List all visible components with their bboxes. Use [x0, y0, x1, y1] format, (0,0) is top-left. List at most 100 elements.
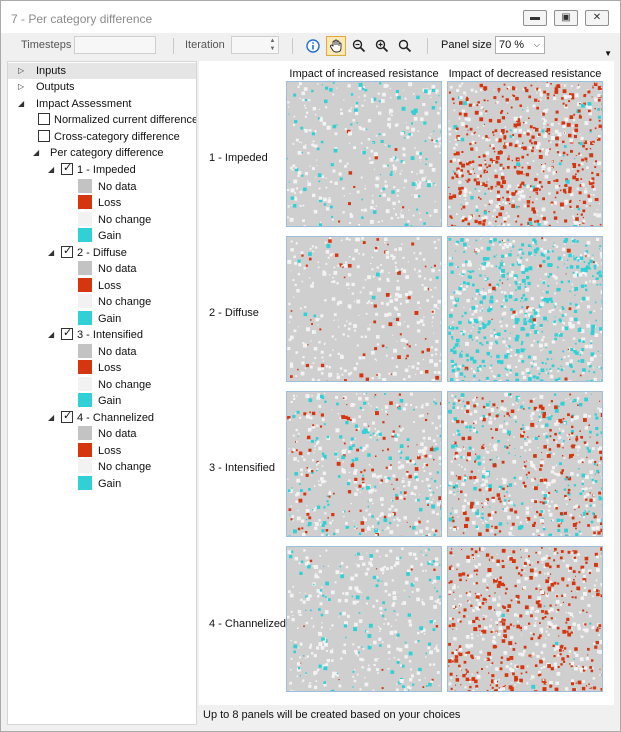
legend-swatch [78, 277, 92, 292]
category-checkbox[interactable]: ✓ [61, 162, 73, 175]
legend-label: No change [98, 461, 152, 473]
legend-item: No data [78, 426, 137, 442]
expand-icon[interactable]: ▷ [18, 66, 25, 75]
tree-label: 3 - Intensified [77, 329, 144, 341]
expand-icon[interactable]: ▷ [18, 82, 25, 91]
tree-label: Normalized current difference [54, 114, 197, 126]
legend-label: No data [98, 180, 137, 193]
legend-item: No change [78, 211, 151, 228]
category-checkbox[interactable]: ✓ [61, 244, 73, 258]
map-panel[interactable] [447, 81, 603, 227]
legend-label: No data [98, 263, 137, 275]
pan-button[interactable] [326, 36, 346, 56]
tree-label: Inputs [36, 65, 66, 77]
legend-swatch [78, 360, 92, 374]
timesteps-input[interactable] [74, 36, 156, 54]
tree-item-category[interactable]: ◢ ✓ 1 - Impeded [8, 162, 196, 178]
legend-item: No change [78, 376, 152, 393]
zoom-out-button[interactable] [349, 36, 369, 56]
legend-label: Gain [98, 312, 122, 325]
chevron-down-icon: ⌵ [533, 40, 540, 49]
panel-size-label: Panel size [441, 39, 492, 51]
legend-swatch [78, 343, 92, 358]
category-checkbox[interactable]: ✓ [61, 409, 73, 423]
pan-icon [330, 39, 342, 53]
tree-item-normalized[interactable]: Normalized current difference [38, 112, 197, 128]
tree-item-category[interactable]: ◢ ✓ 3 - Intensified [8, 327, 196, 343]
map-raster [287, 392, 441, 536]
panel-size-select[interactable]: 70 % ⌵ [495, 36, 545, 54]
check-icon: ✓ [63, 244, 73, 257]
check-icon: ✓ [63, 409, 73, 422]
toolbar-overflow-icon[interactable]: ▼ [604, 49, 612, 58]
panel-size-value: 70 % [499, 39, 525, 51]
tree-item-cross-category[interactable]: Cross-category difference [38, 129, 180, 145]
spin-down-icon[interactable]: ▼ [269, 46, 276, 52]
map-panel[interactable] [286, 81, 442, 227]
zoom-fit-icon [398, 39, 412, 53]
legend-swatch [78, 310, 92, 325]
zoom-fit-button[interactable] [395, 36, 415, 56]
iteration-stepper[interactable]: ▲ ▼ [231, 36, 279, 54]
map-panel[interactable] [447, 236, 603, 382]
legend-item: No change [78, 294, 151, 310]
map-panel[interactable] [447, 391, 603, 537]
minimize-button[interactable]: ▬ [523, 10, 547, 26]
panels-area: Impact of increased resistance Impact of… [199, 61, 614, 705]
tree-item-outputs[interactable]: ▷ Outputs [8, 79, 196, 95]
tree-label: 4 - Channelized [77, 411, 155, 424]
tree-item-inputs[interactable]: ▷ Inputs [8, 63, 196, 79]
status-bar: Up to 8 panels will be created based on … [199, 707, 614, 725]
legend-item: No change [78, 459, 151, 475]
legend-swatch [78, 228, 92, 242]
close-button[interactable]: ✕ [585, 10, 609, 26]
row-label: 4 - Channelized [209, 618, 287, 630]
map-raster [448, 237, 602, 381]
map-panel[interactable] [286, 391, 442, 537]
legend-swatch [78, 261, 92, 275]
maximize-button[interactable]: ▣ [554, 10, 578, 26]
check-icon: ✓ [63, 162, 73, 174]
legend-label: Loss [98, 279, 122, 292]
tree-item-impact-assessment[interactable]: ◢ Impact Assessment [8, 96, 196, 112]
map-panel[interactable] [447, 546, 603, 692]
map-panel[interactable] [286, 546, 442, 692]
collapse-icon[interactable]: ◢ [48, 330, 55, 339]
legend-item: No data [78, 343, 137, 360]
legend-swatch [78, 393, 92, 407]
normalized-checkbox[interactable] [38, 113, 50, 125]
zoom-in-icon [375, 39, 389, 53]
legend-label: No change [98, 378, 152, 391]
legend-swatch [78, 211, 92, 226]
map-panel[interactable] [286, 236, 442, 382]
legend-swatch [78, 195, 92, 209]
map-raster [287, 82, 441, 226]
legend-swatch [78, 442, 92, 457]
collapse-icon[interactable]: ◢ [33, 148, 40, 157]
info-button[interactable] [303, 36, 323, 56]
cross-category-checkbox[interactable] [38, 130, 50, 142]
close-icon: ✕ [592, 12, 602, 23]
map-raster [448, 82, 602, 226]
tree-item-category[interactable]: ◢ ✓ 4 - Channelized [8, 410, 196, 426]
collapse-icon[interactable]: ◢ [18, 99, 25, 108]
timesteps-label: Timesteps [21, 39, 72, 51]
category-checkbox[interactable]: ✓ [61, 327, 73, 340]
legend-swatch [78, 459, 92, 473]
legend-item: Gain [78, 393, 121, 409]
tree-item-per-category[interactable]: ◢ Per category difference [8, 145, 196, 161]
spin-up-icon[interactable]: ▲ [269, 38, 276, 44]
tree-label: Cross-category difference [54, 131, 180, 143]
collapse-icon[interactable]: ◢ [48, 165, 55, 174]
toolbar-separator [292, 38, 293, 54]
tree-label: 2 - Diffuse [77, 246, 127, 259]
legend-label: Gain [98, 395, 122, 407]
iteration-label: Iteration [185, 39, 225, 51]
tree-item-category[interactable]: ◢ ✓ 2 - Diffuse [8, 245, 196, 261]
collapse-icon[interactable]: ◢ [48, 412, 55, 422]
legend-label: Gain [98, 230, 122, 242]
collapse-icon[interactable]: ◢ [48, 247, 55, 257]
zoom-in-button[interactable] [372, 36, 392, 56]
legend-item: No data [78, 261, 137, 277]
legend-item: Loss [78, 442, 121, 459]
